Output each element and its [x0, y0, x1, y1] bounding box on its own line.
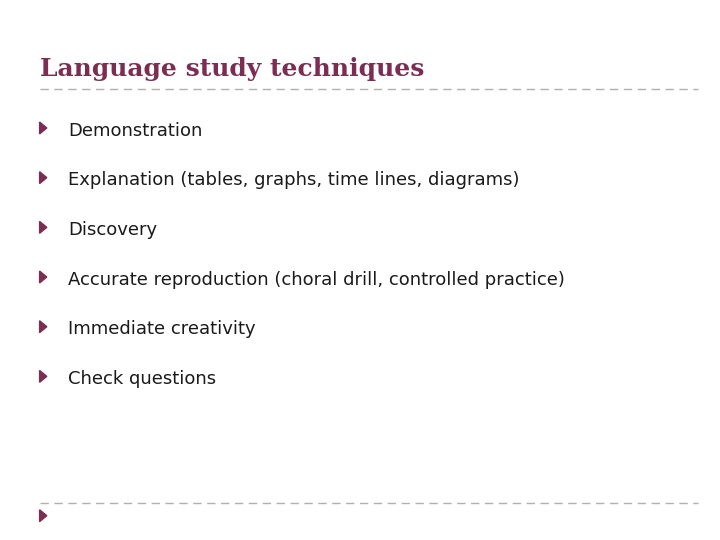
Polygon shape — [40, 172, 47, 184]
Text: Accurate reproduction (choral drill, controlled practice): Accurate reproduction (choral drill, con… — [68, 271, 565, 288]
Polygon shape — [40, 122, 47, 134]
Polygon shape — [40, 370, 47, 382]
Text: Check questions: Check questions — [68, 370, 217, 388]
Text: Demonstration: Demonstration — [68, 122, 203, 139]
Text: Language study techniques: Language study techniques — [40, 57, 424, 80]
Polygon shape — [40, 321, 47, 333]
Polygon shape — [40, 271, 47, 283]
Text: Explanation (tables, graphs, time lines, diagrams): Explanation (tables, graphs, time lines,… — [68, 171, 520, 189]
Text: Discovery: Discovery — [68, 221, 158, 239]
Polygon shape — [40, 221, 47, 233]
Text: Immediate creativity: Immediate creativity — [68, 320, 256, 338]
Polygon shape — [40, 510, 47, 522]
